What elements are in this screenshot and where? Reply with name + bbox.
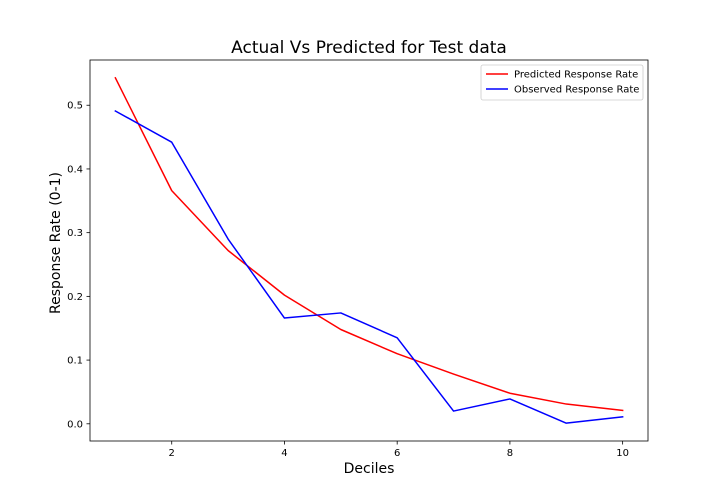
x-tick-label: 4 [281,448,287,459]
y-tick-label: 0.0 [67,419,83,430]
y-tick-label: 0.1 [67,356,83,367]
y-tick-label: 0.3 [67,228,83,239]
y-tick-label: 0.2 [67,292,83,303]
x-tick-label: 10 [616,448,629,459]
y-axis-title: Response Rate (0-1) [48,172,64,314]
plot-area: 2 4 6 8 10 0.0 0.1 0.2 0.3 0.4 0.5 [67,59,649,459]
series-line-2 [114,109,624,424]
series-line-1 [114,76,624,412]
x-axis-title: Deciles [344,461,395,477]
x-tick-label: 2 [169,448,175,459]
legend: Predicted Response Rate Observed Response… [480,64,644,101]
legend-box [480,64,644,101]
axes-frame [89,59,649,442]
y-tick-label: 0.5 [67,101,83,112]
chart-title: Actual Vs Predicted for Test data [231,38,507,58]
x-tick-label: 8 [507,448,513,459]
legend-label-2: Observed Response Rate [514,85,639,96]
legend-label-1: Predicted Response Rate [514,70,638,81]
y-tick-label: 0.4 [67,164,83,175]
x-tick-label: 6 [394,448,400,459]
